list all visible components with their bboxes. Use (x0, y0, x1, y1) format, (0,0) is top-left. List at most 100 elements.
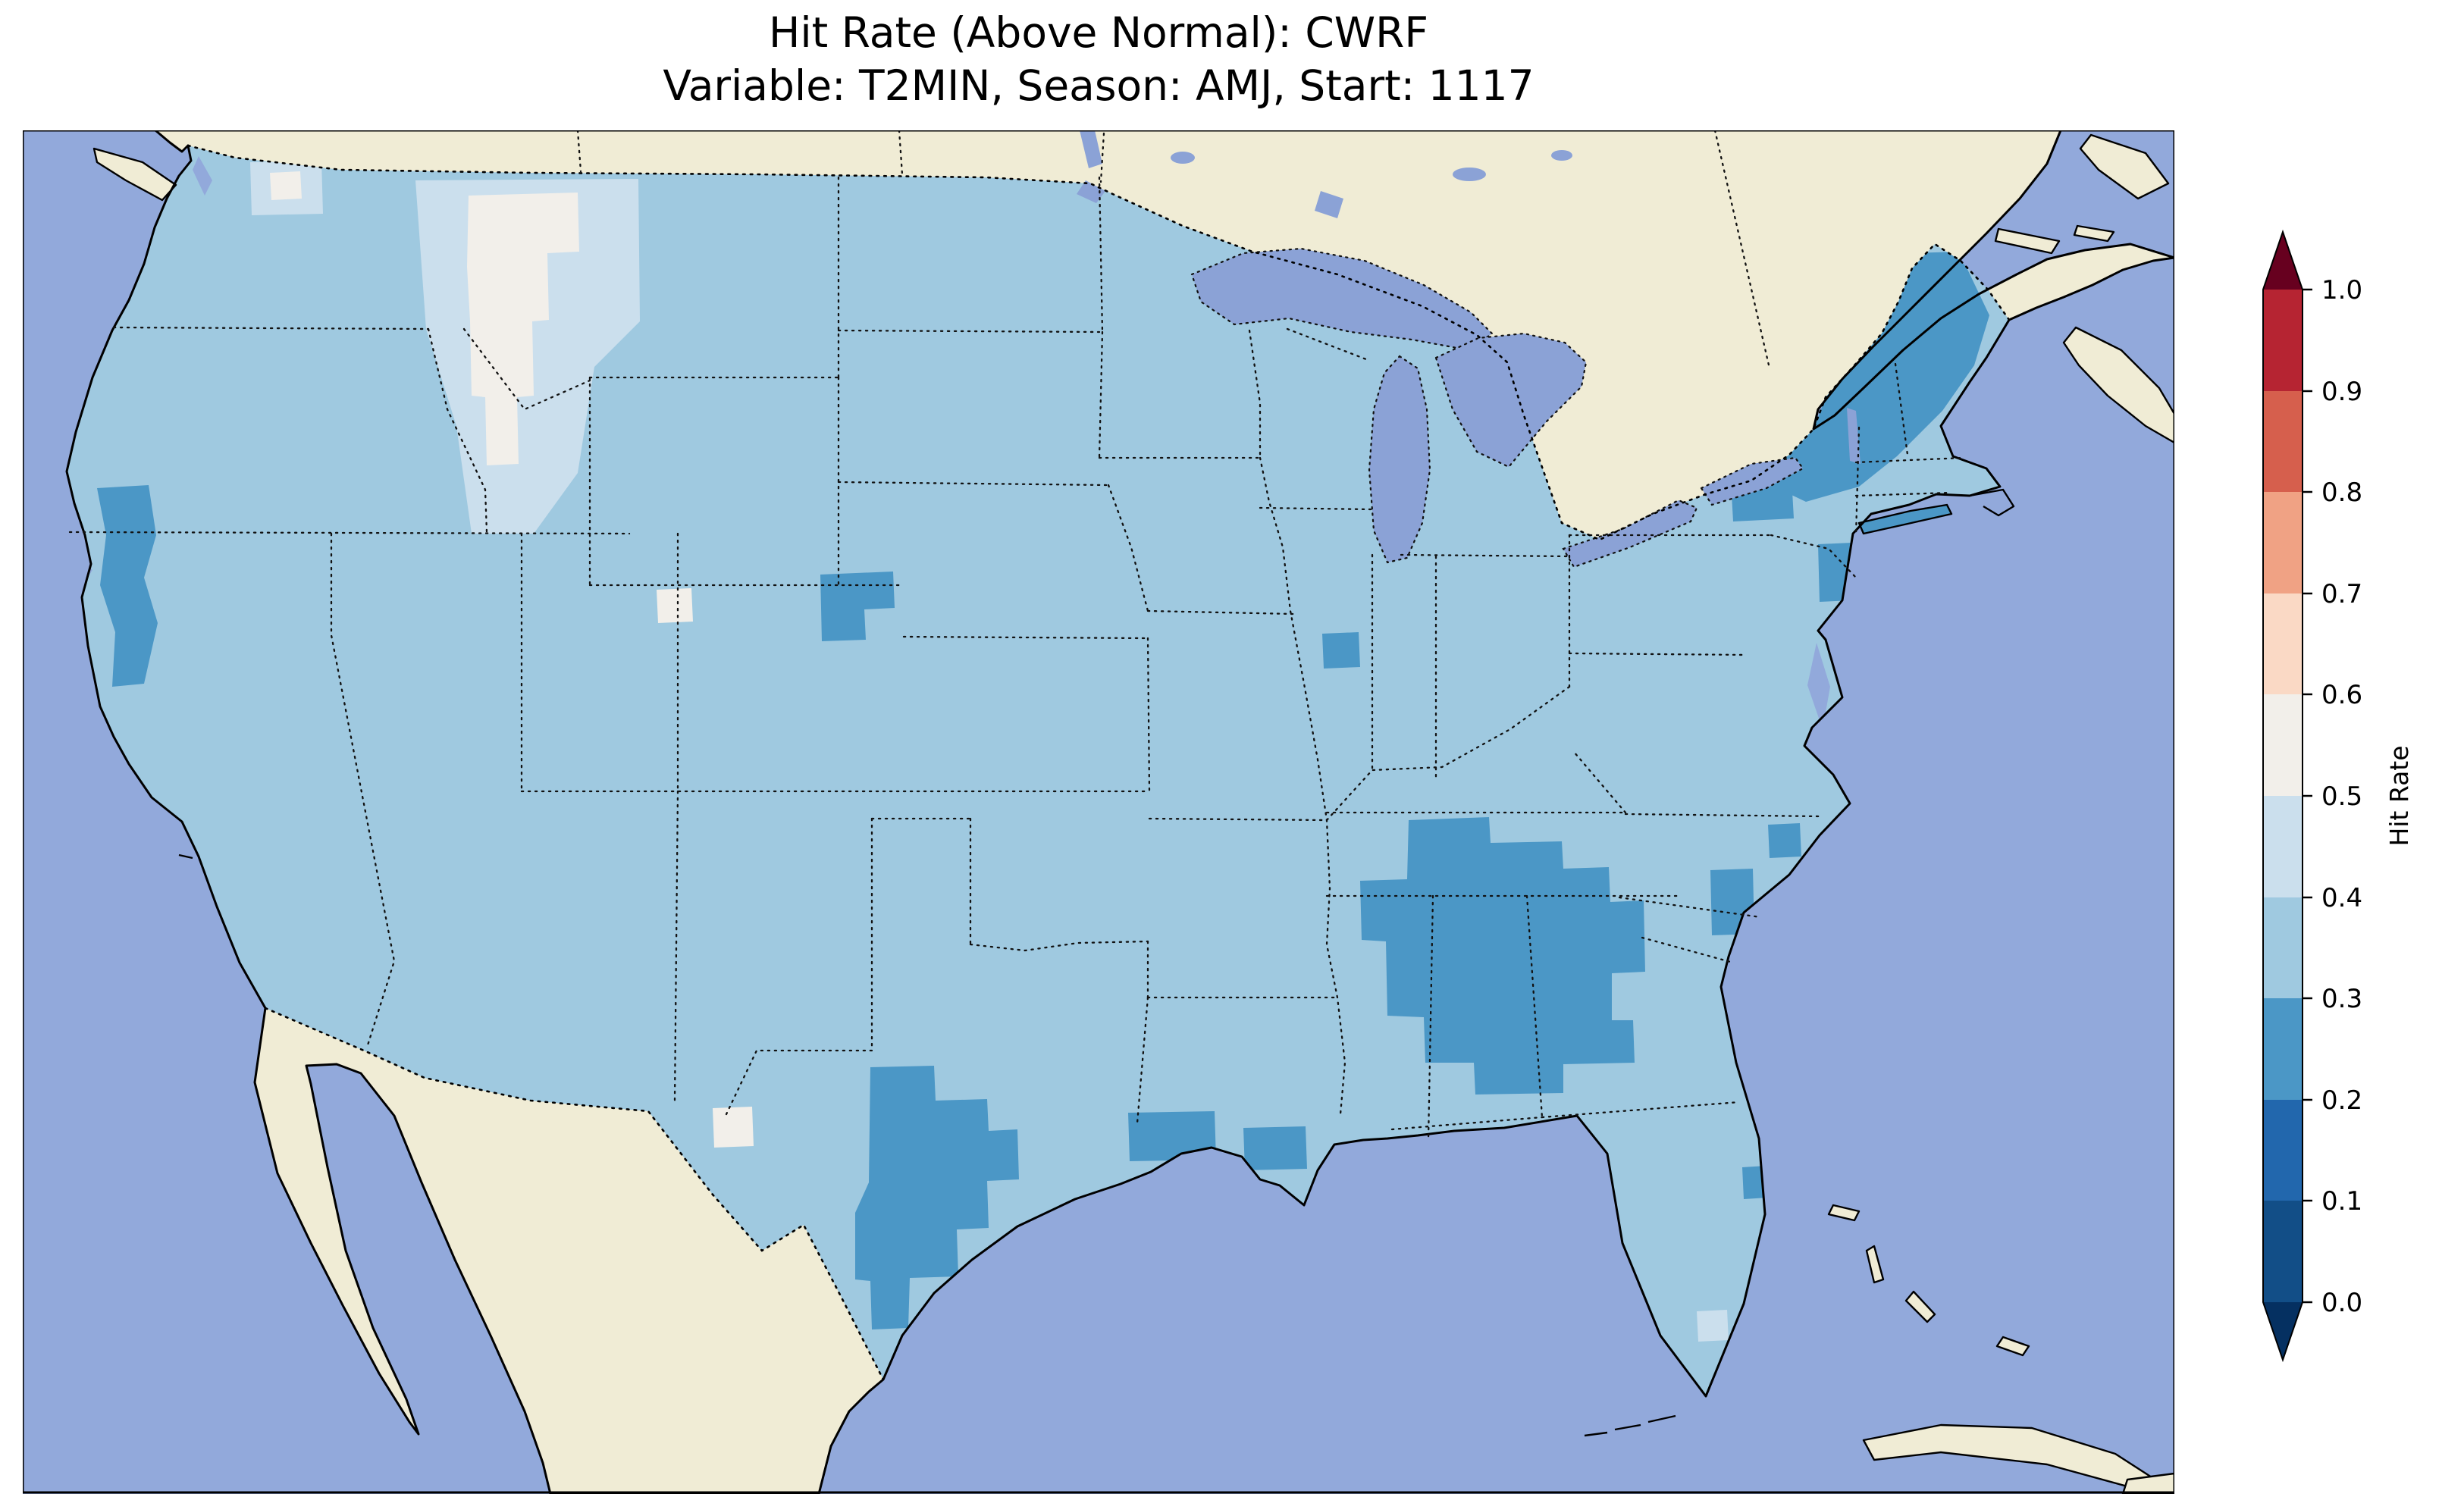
bahamas-island (1995, 1336, 2030, 1357)
hit-rate-patch (1697, 1310, 1729, 1342)
state-boundary-line (68, 531, 631, 535)
canada-lake (1171, 152, 1195, 164)
hit-rate-patch (1128, 1111, 1216, 1161)
state-boundary-line (969, 940, 1149, 952)
state-boundary-line (1325, 685, 1571, 822)
hispaniola-edge (2121, 1472, 2174, 1494)
lake-superior (1190, 247, 1494, 352)
colorbar-tick-labels: 1.0 0.9 0.8 0.7 0.6 0.5 0.4 0.3 0.2 0.1 … (2321, 275, 2362, 1318)
state-boundary-line (725, 1049, 873, 1116)
state-boundary-line (1148, 817, 1328, 822)
nova-scotia (2062, 326, 2174, 444)
hit-rate-patch (1243, 1126, 1307, 1170)
colorbar-tick-label: 0.7 (2321, 579, 2362, 609)
colorbar-ticks (2303, 288, 2312, 1304)
hit-rate-patch (657, 588, 693, 623)
state-boundary-line (902, 635, 1149, 640)
state-boundary-line (1641, 936, 1735, 964)
colorbar-segment (2263, 391, 2303, 492)
colorbar-tick-label: 0.3 (2321, 984, 2362, 1014)
state-boundaries (68, 176, 1965, 1142)
colorbar-segment (2263, 897, 2303, 998)
state-boundary-line (1541, 1101, 1741, 1119)
state-boundary-line (837, 481, 1110, 487)
colorbar-tick-label: 0.0 (2321, 1288, 2362, 1318)
hit-rate-patch (855, 1066, 1019, 1329)
state-boundary-line (1568, 652, 1747, 656)
hit-rate-patch (270, 171, 302, 200)
lake-nipigon (1315, 191, 1343, 218)
state-boundary-line (1107, 484, 1149, 612)
state-boundary-line (1854, 491, 1951, 497)
province-boundary-line (898, 130, 904, 176)
bahamas-island (1865, 1245, 1885, 1284)
vancouver-island (92, 147, 177, 202)
province-boundary-line (1099, 132, 1105, 183)
province-boundary-line (1713, 130, 1771, 370)
canada-lake (1453, 168, 1486, 181)
chesapeake-bay (1807, 643, 1830, 729)
state-boundary-line (112, 326, 430, 330)
state-boundary-line (462, 327, 591, 411)
state-boundary-line (1248, 329, 1262, 459)
map-panel (23, 130, 2174, 1494)
state-boundary-line (427, 327, 488, 534)
state-boundary-line (1390, 1116, 1544, 1131)
islands (92, 133, 2174, 1494)
figure-title-line-2: Variable: T2MIN, Season: AMJ, Start: 111… (663, 61, 1534, 110)
state-boundary-line (1427, 894, 1434, 1142)
state-boundary-line (1770, 534, 1857, 579)
province-boundary-line (576, 130, 582, 173)
colorbar-segment (2263, 290, 2303, 391)
state-boundary-line (1400, 553, 1571, 558)
colorbar-tick-label: 1.0 (2321, 275, 2362, 305)
colorbar-segment (2263, 694, 2303, 796)
colorbar-segment (2263, 593, 2303, 694)
colorbar-segment (2263, 796, 2303, 897)
state-boundary-line (1259, 506, 1374, 511)
lake-michigan (1368, 355, 1431, 564)
colorbar-tick-label: 0.1 (2321, 1186, 2362, 1217)
hit-rate-patch (1768, 823, 1801, 858)
state-boundary-line (1136, 996, 1149, 1125)
us-canada-border (187, 144, 2011, 541)
small-lakes (1077, 130, 1861, 464)
colorbar-label: Hit Rate (2384, 745, 2414, 846)
hit-rate-patch (467, 193, 579, 465)
state-boundary-line (1525, 894, 1544, 1119)
state-boundary-line (1098, 176, 1104, 334)
colorbar-tick-label: 0.9 (2321, 377, 2362, 407)
newfoundland (2079, 133, 2170, 200)
colorbar-segment (2263, 998, 2303, 1100)
puget-sound (193, 156, 212, 196)
lake-of-the-woods (1077, 180, 1105, 203)
state-boundary-line (1894, 362, 1909, 456)
state-boundary-line (1624, 813, 1821, 818)
state-boundary-line (1572, 750, 1627, 814)
colorbar-tick-label: 0.8 (2321, 478, 2362, 508)
state-boundary-line (330, 532, 396, 1049)
state-boundary-line (837, 329, 1101, 334)
lake-champlain (1847, 408, 1861, 464)
prince-edward-island (2073, 224, 2115, 243)
great-lakes (1190, 247, 1804, 568)
map-border (23, 130, 2174, 1494)
state-boundary-line (1146, 637, 1151, 793)
channel-island-dash (178, 853, 193, 860)
colorbar-tick-label: 0.6 (2321, 680, 2362, 710)
colorbar-arrow-high (2263, 232, 2303, 290)
long-island (1857, 503, 1953, 535)
bahamas-island (1827, 1204, 1861, 1222)
lake-erie (1562, 499, 1698, 568)
colorbar-tick-label: 0.4 (2321, 883, 2362, 913)
florida-keys (178, 488, 2015, 1437)
hit-rate-patches-05-06 (270, 171, 754, 1148)
state-boundary-line (1098, 330, 1104, 459)
colorbar-segment (2263, 1201, 2303, 1302)
national-borders (187, 144, 2011, 1381)
figure-title-line-1: Hit Rate (Above Normal): CWRF (769, 8, 1428, 57)
keys-dash (1584, 1431, 1608, 1437)
hit-rate-patch (1360, 817, 1645, 1095)
hit-rate-patches-02-03 (97, 252, 1989, 1329)
